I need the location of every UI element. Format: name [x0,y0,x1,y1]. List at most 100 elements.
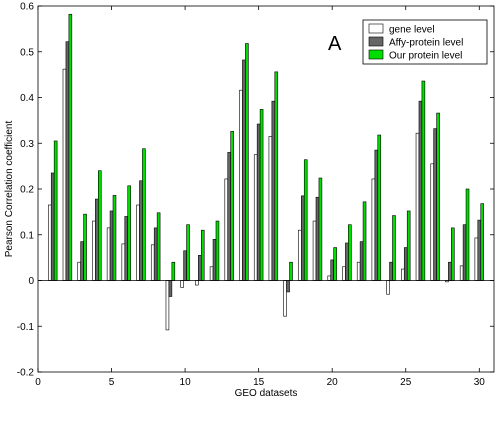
bar-our-protein-level-28 [451,228,454,281]
bar-our-protein-level-24 [393,216,396,281]
bar-our-protein-level-15 [260,109,263,280]
bar-affy-protein-level-19 [316,197,319,280]
bar-affy-protein-level-17 [287,281,290,292]
bar-affy-protein-level-14 [242,60,245,281]
bar-affy-protein-level-1 [51,173,54,281]
y-tick-label: -0.1 [17,322,35,333]
bar-our-protein-level-25 [407,211,410,281]
bar-our-protein-level-27 [437,113,440,280]
bar-affy-protein-level-13 [228,152,231,280]
bar-gene-level-22 [357,262,360,280]
y-tick-label: 0.2 [20,185,34,196]
bar-affy-protein-level-28 [448,262,451,280]
bar-gene-level-23 [372,179,375,281]
bar-our-protein-level-11 [201,230,204,280]
bar-gene-level-17 [284,281,287,317]
panel-annotation: A [328,33,342,55]
bar-affy-protein-level-29 [463,225,466,281]
bar-gene-level-2 [63,69,66,280]
bar-gene-level-3 [78,262,81,280]
bar-gene-level-10 [181,281,184,288]
bar-affy-protein-level-20 [331,260,334,281]
bar-affy-protein-level-11 [198,255,201,280]
bar-gene-level-20 [328,276,331,281]
bar-affy-protein-level-12 [213,239,216,280]
bar-affy-protein-level-3 [81,242,84,281]
bar-affy-protein-level-7 [140,181,143,281]
bar-our-protein-level-16 [275,72,278,281]
bar-affy-protein-level-25 [404,248,407,281]
bar-gene-level-26 [416,133,419,280]
bar-gene-level-1 [48,205,51,280]
bar-our-protein-level-29 [466,189,469,281]
y-tick-label: 0.1 [20,230,34,241]
bar-gene-level-30 [475,238,478,281]
bar-gene-level-7 [137,205,140,280]
bar-affy-protein-level-21 [345,243,348,281]
bar-our-protein-level-9 [172,262,175,280]
bar-our-protein-level-19 [319,178,322,280]
bar-gene-level-6 [122,244,125,281]
x-tick-label: 0 [35,377,41,388]
bar-affy-protein-level-22 [360,242,363,281]
bar-gene-level-27 [431,164,434,281]
bar-affy-protein-level-6 [125,216,128,280]
bar-gene-level-21 [342,267,345,281]
bar-our-protein-level-5 [113,195,116,280]
y-tick-label: 0.5 [20,47,34,58]
bar-affy-protein-level-15 [257,124,260,280]
bar-our-protein-level-2 [69,14,72,280]
bar-our-protein-level-3 [84,214,87,280]
bar-gene-level-14 [240,90,243,280]
y-tick-label: -0.2 [17,368,35,379]
bar-our-protein-level-14 [245,44,248,281]
legend-label: gene level [389,25,435,36]
bar-our-protein-level-20 [334,248,337,281]
x-tick-label: 15 [253,377,265,388]
bar-gene-level-16 [269,136,272,280]
legend: gene level Affy-protein level Our protein … [363,20,487,64]
bar-affy-protein-level-10 [184,251,187,281]
bar-gene-level-25 [401,269,404,280]
x-tick-label: 25 [400,377,412,388]
bar-gene-level-8 [151,245,154,281]
legend-swatch [369,50,383,59]
bar-affy-protein-level-5 [110,211,113,281]
bar-our-protein-level-8 [157,213,160,281]
bar-our-protein-level-23 [378,135,381,280]
x-tick-label: 20 [327,377,339,388]
bar-our-protein-level-4 [98,171,101,281]
y-tick-label: 0.3 [20,139,34,150]
bar-gene-level-11 [195,281,198,286]
legend-swatch [369,37,383,46]
bar-our-protein-level-30 [481,204,484,281]
y-tick-label: 0.4 [20,93,34,104]
bar-gene-level-18 [298,230,301,280]
bar-our-protein-level-18 [304,160,307,281]
y-tick-label: 0.6 [20,2,34,13]
bar-our-protein-level-26 [422,81,425,280]
bar-gene-level-24 [387,281,390,295]
bar-affy-protein-level-26 [419,101,422,280]
bar-our-protein-level-10 [187,225,190,281]
bar-gene-level-15 [254,155,257,281]
y-tick-label: 0 [28,276,34,287]
bar-affy-protein-level-2 [66,42,69,281]
bar-gene-level-5 [107,228,110,281]
x-tick-label: 10 [180,377,192,388]
legend-label: Affy-protein level [389,38,463,49]
x-axis-label: GEO datasets [235,388,298,399]
bar-gene-level-12 [210,267,213,281]
bar-affy-protein-level-18 [301,196,304,281]
x-tick-label: 30 [474,377,486,388]
legend-swatch [369,24,383,33]
bar-our-protein-level-22 [363,202,366,281]
bar-our-protein-level-17 [290,262,293,280]
bar-gene-level-13 [225,179,228,281]
bar-affy-protein-level-8 [154,228,157,281]
bar-our-protein-level-1 [54,141,57,281]
bar-affy-protein-level-4 [95,199,98,280]
bar-our-protein-level-13 [231,131,234,280]
bar-gene-level-9 [166,281,169,330]
